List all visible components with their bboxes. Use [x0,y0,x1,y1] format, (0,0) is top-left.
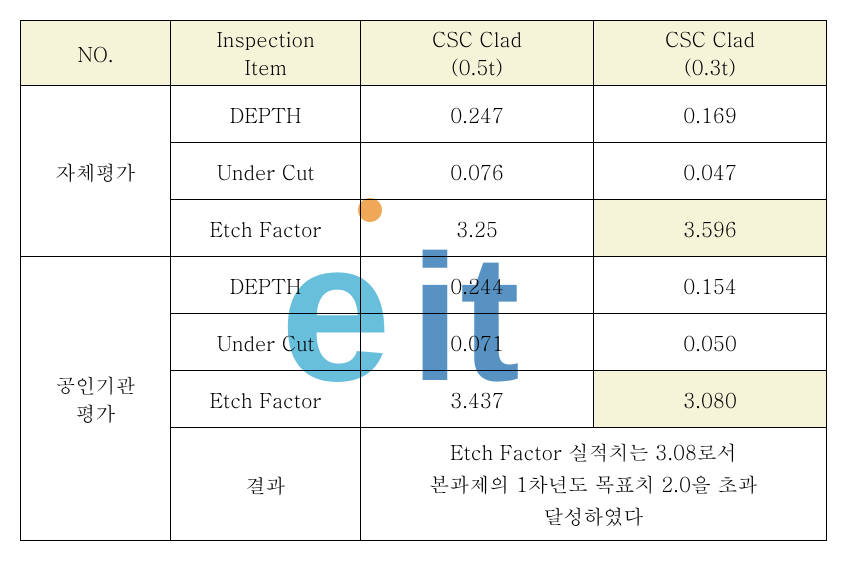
result-l1: Etch Factor 실적치는 3.08로서 [450,437,737,466]
header-no: NO. [21,21,171,86]
value-cell: 0.050 [594,314,827,371]
inspection-table: NO. Inspection Item CSC Clad (0.5t) CSC … [20,20,827,541]
table-header-row: NO. Inspection Item CSC Clad (0.5t) CSC … [21,21,827,86]
item-label: DEPTH [171,257,361,314]
group-self-eval: 자체평가 [21,86,171,257]
header-inspection: Inspection Item [171,21,361,86]
header-csc1-l1: CSC Clad [432,24,522,53]
header-csc1-l2: (0.5t) [451,52,503,81]
value-cell: 0.169 [594,86,827,143]
group-accredited-l1: 공인기관 [56,370,136,399]
item-label: Under Cut [171,314,361,371]
result-l3: 달성하였다 [544,501,644,530]
value-cell-highlight: 3.080 [594,371,827,428]
item-label: Under Cut [171,143,361,200]
value-cell: 0.244 [361,257,594,314]
table-row: 공인기관 평가 DEPTH 0.244 0.154 [21,257,827,314]
result-l2: 본과제의 1차년도 목표치 2.0을 초과 [429,469,757,498]
value-cell: 0.076 [361,143,594,200]
item-label: Etch Factor [171,200,361,257]
table-row: 자체평가 DEPTH 0.247 0.169 [21,86,827,143]
value-cell: 0.047 [594,143,827,200]
header-inspection-l2: Item [244,52,286,81]
item-label: DEPTH [171,86,361,143]
result-text: Etch Factor 실적치는 3.08로서 본과제의 1차년도 목표치 2.… [361,428,827,541]
header-csc1: CSC Clad (0.5t) [361,21,594,86]
item-label: 결과 [171,428,361,541]
group-accredited-l2: 평가 [76,398,116,427]
header-csc2-l1: CSC Clad [665,24,755,53]
group-accredited-eval: 공인기관 평가 [21,257,171,541]
header-csc2: CSC Clad (0.3t) [594,21,827,86]
value-cell: 0.247 [361,86,594,143]
value-cell-highlight: 3.596 [594,200,827,257]
item-label: Etch Factor [171,371,361,428]
header-inspection-l1: Inspection [216,24,314,53]
value-cell: 3.25 [361,200,594,257]
value-cell: 0.071 [361,314,594,371]
value-cell: 0.154 [594,257,827,314]
value-cell: 3.437 [361,371,594,428]
header-csc2-l2: (0.3t) [684,52,736,81]
